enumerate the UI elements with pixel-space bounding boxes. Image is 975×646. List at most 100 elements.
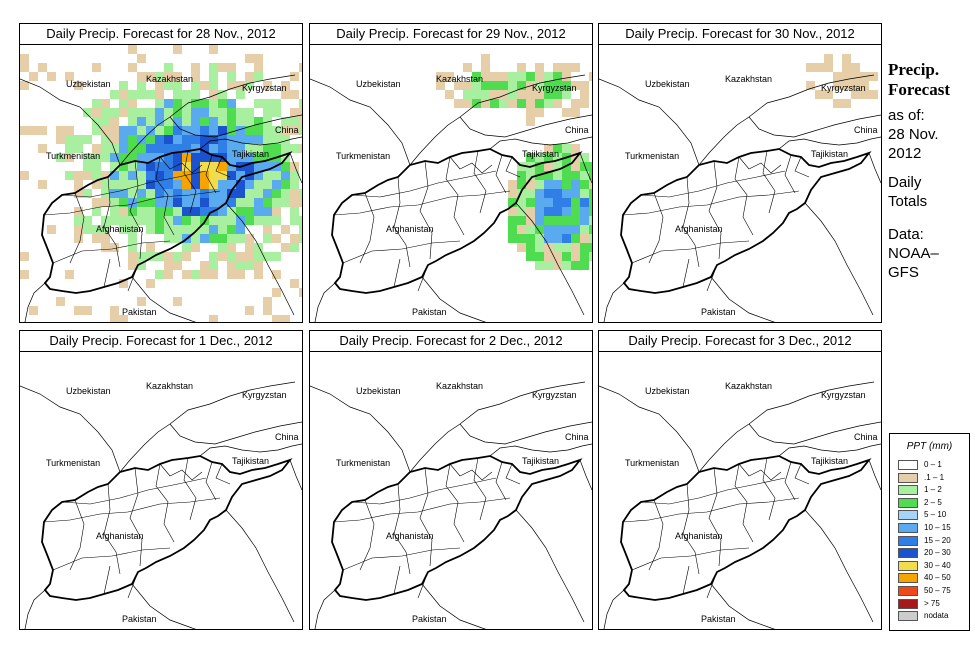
precip-cell bbox=[173, 297, 182, 306]
precip-cell bbox=[218, 234, 227, 243]
precip-cell bbox=[137, 180, 146, 189]
precip-cell bbox=[281, 198, 290, 207]
precip-cell bbox=[137, 198, 146, 207]
country-border bbox=[169, 114, 302, 138]
precip-cell bbox=[517, 180, 526, 189]
country-border bbox=[289, 459, 302, 491]
precip-cell bbox=[164, 189, 173, 198]
province-border bbox=[631, 240, 750, 264]
precip-cell bbox=[535, 252, 544, 261]
precip-cell bbox=[254, 252, 263, 261]
precip-cell bbox=[146, 180, 155, 189]
totals-line1: Daily bbox=[888, 174, 922, 191]
precip-cell bbox=[454, 81, 463, 90]
precip-cell bbox=[128, 180, 137, 189]
precip-cell bbox=[92, 153, 101, 162]
legend-label: 2 – 5 bbox=[924, 497, 942, 507]
precip-cell bbox=[535, 225, 544, 234]
precip-cell bbox=[851, 72, 860, 81]
precip-cell bbox=[110, 135, 119, 144]
precip-cell bbox=[83, 171, 92, 180]
legend-row: > 75 bbox=[898, 598, 968, 609]
precip-cell bbox=[182, 243, 191, 252]
country-border bbox=[169, 421, 302, 445]
precip-cell bbox=[553, 63, 562, 72]
precip-cell bbox=[101, 180, 110, 189]
precip-cell bbox=[544, 225, 553, 234]
precip-cell bbox=[281, 243, 290, 252]
precip-cell bbox=[833, 72, 842, 81]
precip-cell bbox=[209, 126, 218, 135]
province-border bbox=[449, 156, 493, 174]
precip-cell bbox=[218, 162, 227, 171]
precip-cell bbox=[580, 207, 589, 216]
precip-cell bbox=[146, 144, 155, 153]
precip-cell bbox=[263, 153, 272, 162]
precip-cell bbox=[119, 90, 128, 99]
precip-cell bbox=[128, 234, 137, 243]
province-border bbox=[103, 483, 121, 575]
precip-cell bbox=[436, 72, 445, 81]
precip-cell bbox=[119, 171, 128, 180]
precip-cell bbox=[110, 180, 119, 189]
precip-cell bbox=[38, 63, 47, 72]
precip-cell bbox=[517, 216, 526, 225]
precip-cell bbox=[74, 144, 83, 153]
precip-cell bbox=[290, 279, 299, 288]
precip-cell bbox=[806, 63, 815, 72]
legend-swatch bbox=[898, 472, 918, 483]
precip-cell bbox=[254, 198, 263, 207]
precip-cell bbox=[499, 81, 508, 90]
precip-cell bbox=[128, 45, 137, 54]
precip-cell bbox=[490, 99, 499, 108]
precip-cell bbox=[472, 90, 481, 99]
precip-cell bbox=[209, 315, 218, 322]
precip-cell bbox=[562, 90, 571, 99]
map-svg bbox=[20, 381, 302, 629]
precip-cell bbox=[589, 216, 592, 225]
precip-map: Uzbekistan Kazakhstan Kyrgyzstan China Turkm… bbox=[20, 352, 302, 629]
place-label-china: China bbox=[854, 432, 878, 442]
precip-cell bbox=[164, 252, 173, 261]
place-label-turkmenistan: Turkmenistan bbox=[336, 458, 391, 468]
precip-cell bbox=[544, 207, 553, 216]
precip-cell bbox=[481, 90, 490, 99]
precip-cell bbox=[445, 72, 454, 81]
precip-cell bbox=[454, 99, 463, 108]
country-border bbox=[409, 381, 586, 473]
province-border bbox=[640, 170, 786, 198]
precip-cell bbox=[83, 153, 92, 162]
precip-cell bbox=[191, 72, 200, 81]
precip-cell bbox=[535, 234, 544, 243]
precip-cell bbox=[490, 81, 499, 90]
place-label-iran: Iran bbox=[38, 321, 54, 322]
asof-year: 2012 bbox=[888, 145, 922, 162]
place-label-uzbekistan: Uzbekistan bbox=[66, 386, 111, 396]
forecast-panel: Daily Precip. Forecast for 2 Dec., 2012 U… bbox=[309, 330, 593, 630]
precip-cell bbox=[173, 45, 182, 54]
province-border bbox=[738, 156, 782, 174]
place-label-china: China bbox=[565, 125, 589, 135]
precip-cell bbox=[182, 207, 191, 216]
precip-cell bbox=[227, 252, 236, 261]
precip-cell bbox=[74, 234, 83, 243]
precip-cell bbox=[254, 270, 263, 279]
map-svg bbox=[20, 45, 302, 322]
province-border bbox=[69, 499, 85, 571]
precip-cell bbox=[65, 135, 74, 144]
precip-cell bbox=[173, 225, 182, 234]
precip-cell bbox=[236, 117, 245, 126]
precip-cell bbox=[272, 252, 281, 261]
precip-cell bbox=[562, 198, 571, 207]
precip-cell bbox=[92, 171, 101, 180]
precip-cell bbox=[74, 189, 83, 198]
precip-cell bbox=[236, 234, 245, 243]
precip-cell bbox=[164, 171, 173, 180]
precip-cell bbox=[218, 171, 227, 180]
precip-cell bbox=[83, 216, 92, 225]
precip-cell bbox=[227, 243, 236, 252]
precip-cell bbox=[571, 252, 580, 261]
precip-cell bbox=[146, 153, 155, 162]
precip-cell bbox=[254, 243, 263, 252]
precip-cell bbox=[544, 72, 553, 81]
